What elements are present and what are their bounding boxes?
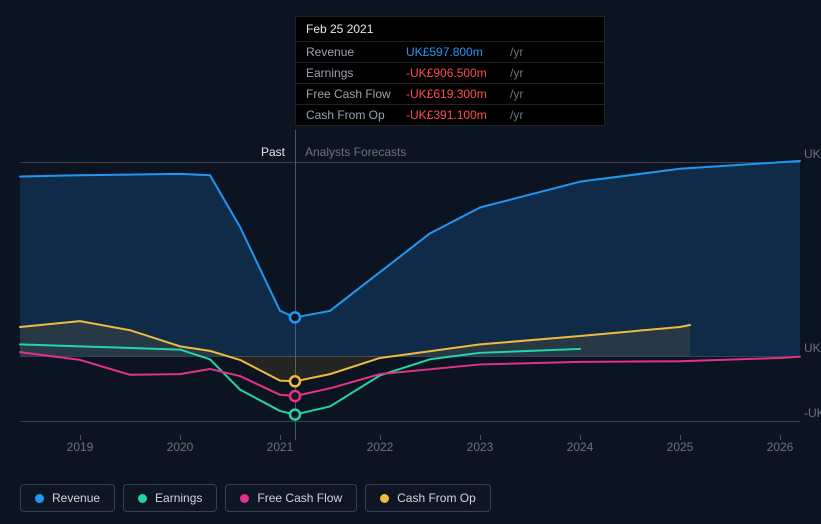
legend-dot-icon [240, 494, 249, 503]
tooltip-unit: /yr [510, 108, 523, 122]
x-axis-tick [480, 435, 481, 440]
x-axis-tick [380, 435, 381, 440]
x-axis-tick [580, 435, 581, 440]
tooltip-series-value: -UK£619.300m [406, 87, 506, 101]
marker-cash-from-op [290, 376, 300, 386]
tooltip-series-label: Free Cash Flow [306, 87, 406, 101]
series-line-free-cash-flow [20, 352, 800, 396]
x-axis-tick [780, 435, 781, 440]
legend-label: Cash From Op [397, 491, 476, 505]
x-axis-label: 2020 [167, 440, 194, 454]
marker-earnings [290, 410, 300, 420]
tooltip-date: Feb 25 2021 [296, 17, 604, 42]
tooltip-series-label: Earnings [306, 66, 406, 80]
marker-revenue [290, 312, 300, 322]
tooltip-unit: /yr [510, 66, 523, 80]
legend-item-revenue[interactable]: Revenue [20, 484, 115, 512]
chart-legend: Revenue Earnings Free Cash Flow Cash From O… [20, 484, 491, 512]
legend-dot-icon [35, 494, 44, 503]
tooltip-row: RevenueUK£597.800m/yr [296, 42, 604, 63]
tooltip-row: Earnings-UK£906.500m/yr [296, 63, 604, 84]
legend-label: Free Cash Flow [257, 491, 342, 505]
legend-item-free-cash-flow[interactable]: Free Cash Flow [225, 484, 357, 512]
tooltip-unit: /yr [510, 87, 523, 101]
legend-dot-icon [380, 494, 389, 503]
legend-item-earnings[interactable]: Earnings [123, 484, 217, 512]
legend-item-cash-from-op[interactable]: Cash From Op [365, 484, 491, 512]
tooltip-row: Cash From Op-UK£391.100m/yr [296, 105, 604, 125]
chart-tooltip: Feb 25 2021 RevenueUK£597.800m/yrEarning… [295, 16, 605, 126]
x-axis-tick [180, 435, 181, 440]
tooltip-series-value: -UK£391.100m [406, 108, 506, 122]
tooltip-series-label: Cash From Op [306, 108, 406, 122]
tooltip-series-value: UK£597.800m [406, 45, 506, 59]
x-axis-label: 2024 [567, 440, 594, 454]
legend-dot-icon [138, 494, 147, 503]
x-axis-label: 2019 [67, 440, 94, 454]
tooltip-series-label: Revenue [306, 45, 406, 59]
tooltip-series-value: -UK£906.500m [406, 66, 506, 80]
tooltip-row: Free Cash Flow-UK£619.300m/yr [296, 84, 604, 105]
x-axis-label: 2022 [367, 440, 394, 454]
legend-label: Earnings [155, 491, 202, 505]
x-axis-tick [680, 435, 681, 440]
marker-free-cash-flow [290, 391, 300, 401]
x-axis-label: 2025 [667, 440, 694, 454]
x-axis-tick [280, 435, 281, 440]
x-axis-label: 2023 [467, 440, 494, 454]
financials-chart: UK£3bUK£0-UK£1b Past Analysts Forecasts … [0, 0, 821, 524]
x-axis-tick [80, 435, 81, 440]
x-axis-label: 2026 [767, 440, 794, 454]
tooltip-unit: /yr [510, 45, 523, 59]
legend-label: Revenue [52, 491, 100, 505]
x-axis-label: 2021 [267, 440, 294, 454]
